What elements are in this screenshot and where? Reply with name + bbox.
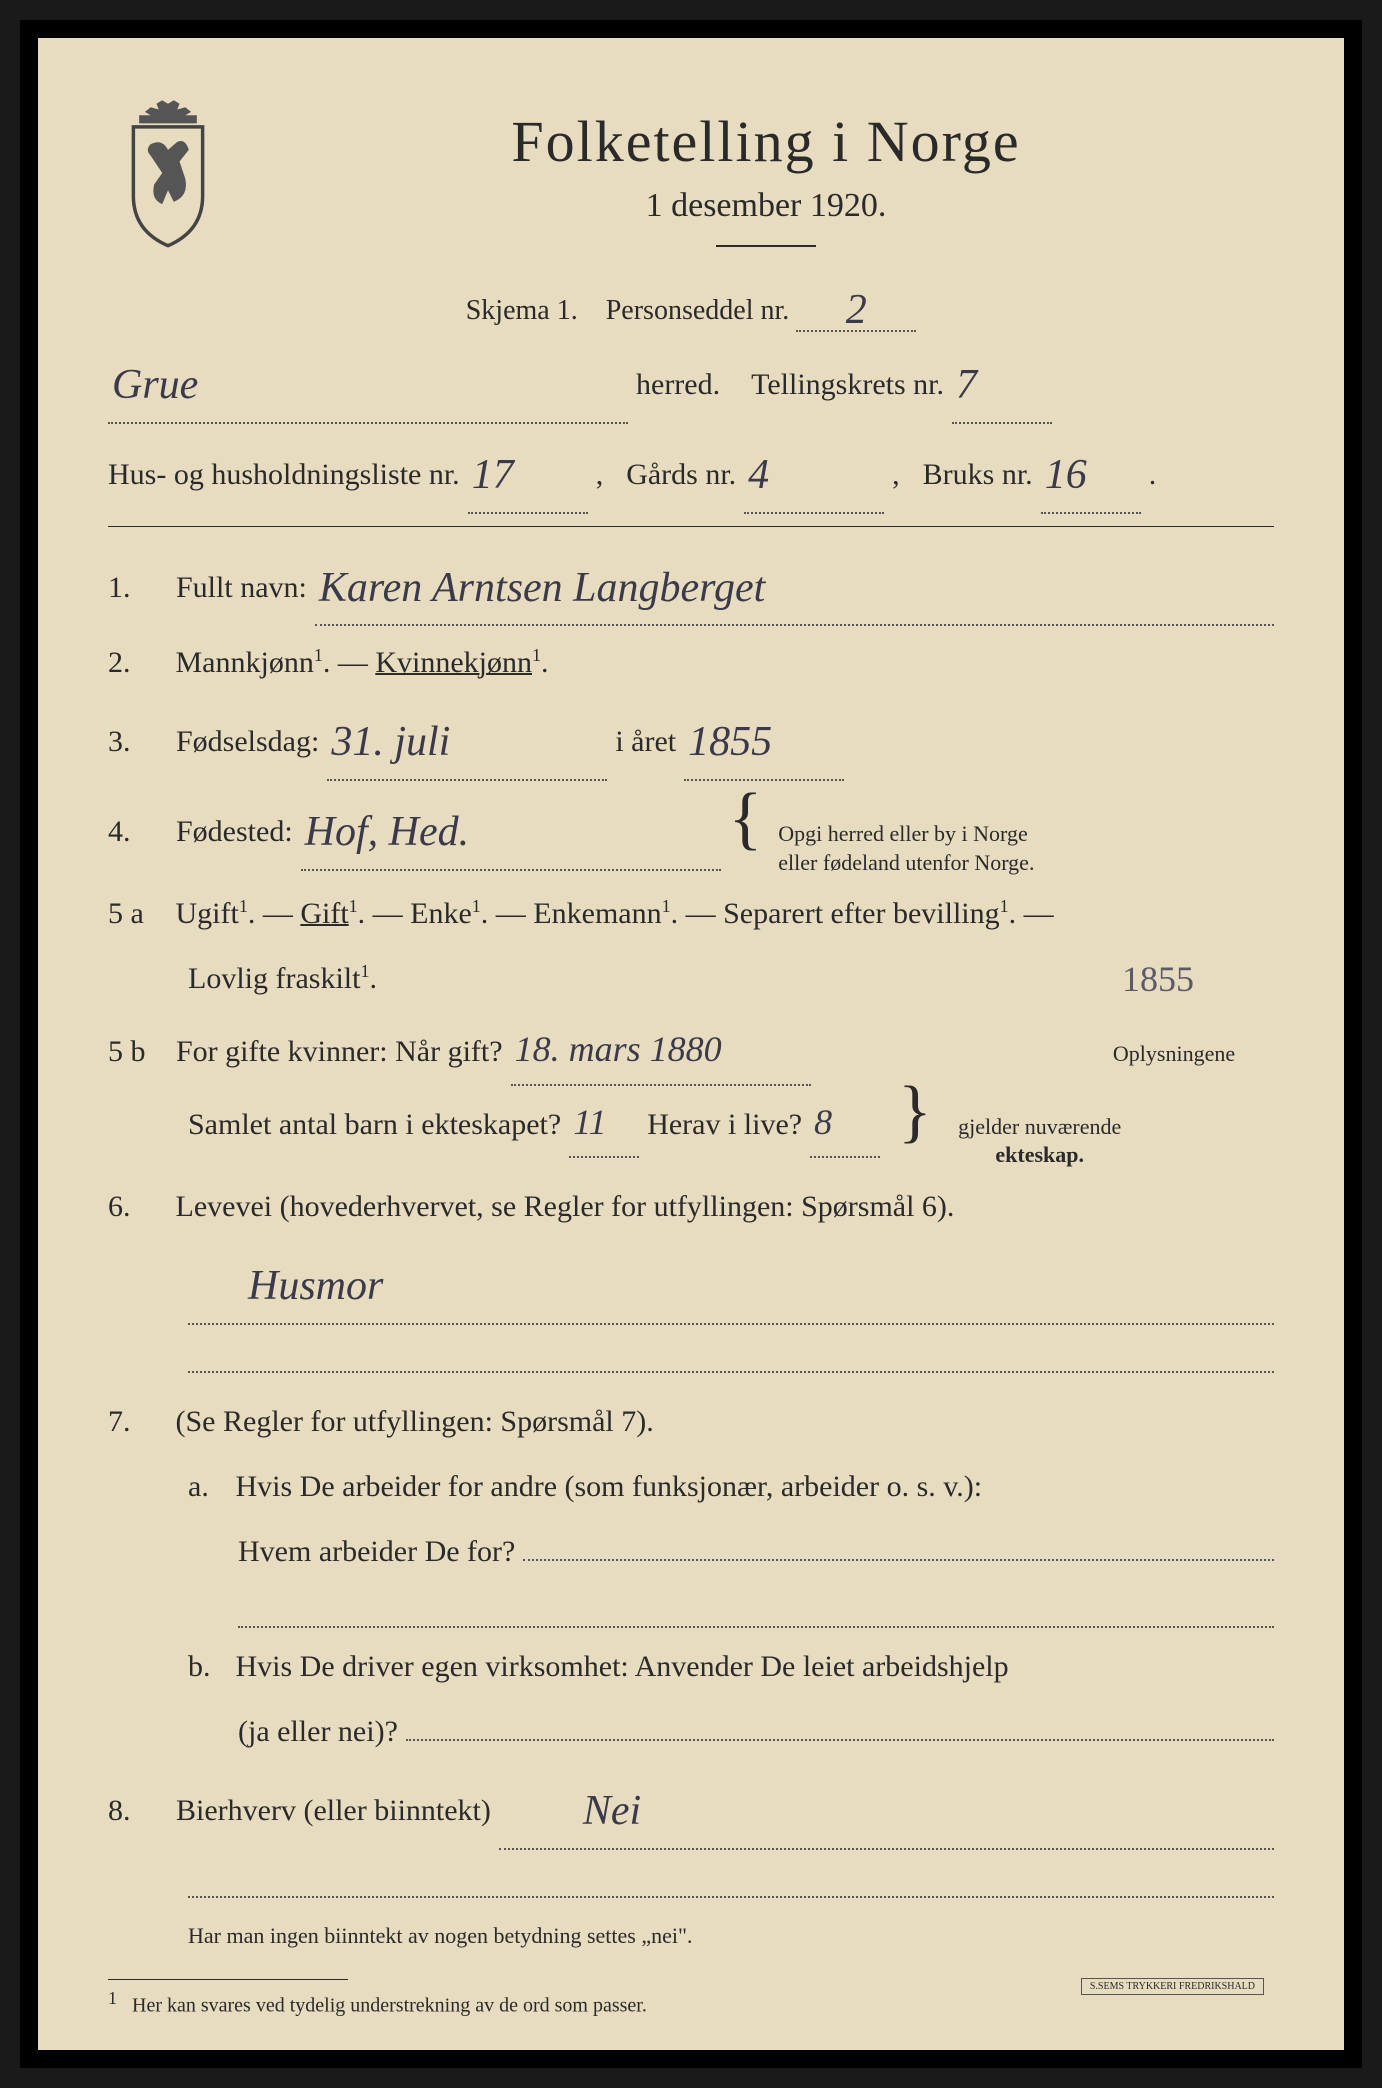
- q6-value: Husmor: [248, 1263, 383, 1309]
- q3: 3. Fødselsdag: 31. juli i året 1855: [108, 699, 1274, 781]
- title-rule: [716, 245, 816, 247]
- q7a: a. Hvis De arbeider for andre (som funks…: [108, 1458, 1274, 1515]
- q7a-line2: Hvem arbeider De for?: [108, 1523, 1274, 1580]
- husliste-line: Hus- og husholdningsliste nr. 17, Gårds …: [108, 432, 1274, 514]
- q3-year-label: i året: [615, 713, 676, 770]
- q7-num: 7.: [108, 1393, 168, 1450]
- coat-of-arms-icon: [108, 98, 228, 248]
- q6-num: 6.: [108, 1178, 168, 1235]
- q5a-enkemann: Enkemann: [533, 897, 661, 930]
- q5b-note: Oplysningene: [1074, 1040, 1274, 1069]
- q7a-blank: [238, 1588, 1274, 1628]
- q4: 4. Fødested: Hof, Hed. { Opgi herred ell…: [108, 789, 1274, 877]
- q5b-alive-label: Herav i live?: [647, 1096, 802, 1153]
- q8-blank: [188, 1858, 1274, 1898]
- q5a: 5 a Ugift1. — Gift1. — Enke1. — Enkemann…: [108, 885, 1274, 942]
- q5b-children-label: Samlet antal barn i ekteskapet?: [188, 1096, 561, 1153]
- q1-label: Fullt navn:: [176, 559, 307, 616]
- q7-label: (Se Regler for utfyllingen: Spørsmål 7).: [176, 1405, 654, 1438]
- q7: 7. (Se Regler for utfyllingen: Spørsmål …: [108, 1393, 1274, 1450]
- q5b-line1: 5 b For gifte kvinner: Når gift? 18. mar…: [108, 1015, 1274, 1085]
- q5b-line2: Samlet antal barn i ekteskapet? 11 Herav…: [108, 1088, 1274, 1170]
- q1: 1. Fullt navn: Karen Arntsen Langberget: [108, 545, 1274, 627]
- schema-label: Skjema 1.: [466, 295, 578, 326]
- q7b-num: b.: [188, 1638, 228, 1695]
- q5b-alive: 8: [814, 1102, 832, 1142]
- q3-num: 3.: [108, 713, 168, 770]
- q8-label: Bierhverv (eller biinntekt): [176, 1782, 491, 1839]
- herred-label: herred.: [636, 356, 720, 413]
- divider: [108, 526, 1274, 527]
- q6-label: Levevei (hovederhvervet, se Regler for u…: [176, 1190, 955, 1223]
- q3-label: Fødselsdag:: [176, 713, 319, 770]
- q1-value: Karen Arntsen Langberget: [319, 565, 765, 611]
- title-block: Folketelling i Norge 1 desember 1920.: [258, 98, 1274, 262]
- q5a-enke: Enke: [410, 897, 472, 930]
- q5b-children: 11: [573, 1102, 606, 1142]
- page-title: Folketelling i Norge: [258, 108, 1274, 175]
- q6-blank-line: [188, 1333, 1274, 1373]
- q7b: b. Hvis De driver egen virksomhet: Anven…: [108, 1638, 1274, 1695]
- q2-mann: Mannkjønn: [176, 646, 314, 679]
- q1-num: 1.: [108, 559, 168, 616]
- q7a-line1: Hvis De arbeider for andre (som funksjon…: [236, 1470, 983, 1503]
- q5a-ugift: Ugift: [176, 897, 239, 930]
- q5a-separert: Separert efter bevilling: [723, 897, 1000, 930]
- q4-value: Hof, Hed.: [305, 809, 469, 855]
- header: Folketelling i Norge 1 desember 1920.: [108, 98, 1274, 262]
- q5b-num: 5 b: [108, 1023, 168, 1080]
- q5a-gift: Gift: [300, 897, 348, 930]
- q8-value: Nei: [503, 1788, 641, 1834]
- q5b-note2: gjelder nuværende ekteskap.: [940, 1113, 1140, 1170]
- gards-label: Gårds nr.: [626, 446, 736, 503]
- husliste-nr: 17: [472, 452, 514, 498]
- husliste-label: Hus- og husholdningsliste nr.: [108, 446, 460, 503]
- page-subtitle: 1 desember 1920.: [258, 187, 1274, 225]
- printer-mark: S.SEMS TRYKKERI FREDRIKSHALD: [1081, 1978, 1264, 1995]
- bruks-nr: 16: [1045, 452, 1087, 498]
- margin-note-1855: 1855: [1122, 945, 1194, 1013]
- q5b-when: 18. mars 1880: [515, 1029, 722, 1069]
- tellingskrets-nr: 7: [956, 362, 977, 408]
- census-form-page: Folketelling i Norge 1 desember 1920. Sk…: [20, 20, 1362, 2068]
- q3-day: 31. juli: [331, 719, 450, 765]
- personseddel-label: Personseddel nr.: [606, 295, 790, 326]
- q2-num: 2.: [108, 634, 168, 691]
- q2: 2. Mannkjønn1. — Kvinnekjønn1.: [108, 634, 1274, 691]
- tellingskrets-label: Tellingskrets nr.: [751, 356, 944, 413]
- q6: 6. Levevei (hovederhvervet, se Regler fo…: [108, 1178, 1274, 1235]
- q7a-num: a.: [188, 1458, 228, 1515]
- gards-nr: 4: [748, 452, 769, 498]
- q8-num: 8.: [108, 1782, 168, 1839]
- q5a-line2: Lovlig fraskilt1. 1855: [108, 950, 1274, 1007]
- herred-value: Grue: [112, 362, 198, 408]
- q2-kvinne: Kvinnekjønn: [375, 646, 532, 679]
- q5a-num: 5 a: [108, 885, 168, 942]
- q4-label: Fødested:: [176, 803, 293, 860]
- q7b-line2: (ja eller nei)?: [108, 1703, 1274, 1760]
- herred-line: Grue herred. Tellingskrets nr. 7: [108, 342, 1274, 424]
- footnote-rule: [108, 1979, 348, 1980]
- q3-year: 1855: [688, 719, 772, 765]
- q4-note: Opgi herred eller by i Norge eller fødel…: [778, 820, 1034, 877]
- q8: 8. Bierhverv (eller biinntekt) Nei: [108, 1768, 1274, 1850]
- q5b-label: For gifte kvinner: Når gift?: [176, 1023, 503, 1080]
- personseddel-nr: 2: [846, 287, 867, 333]
- q7b-line1: Hvis De driver egen virksomhet: Anvender…: [236, 1650, 1009, 1683]
- q6-value-line: Husmor: [108, 1243, 1274, 1325]
- q4-num: 4.: [108, 803, 168, 860]
- footer-note: Har man ingen biinntekt av nogen betydni…: [108, 1923, 1274, 1949]
- schema-line: Skjema 1. Personseddel nr. 2: [108, 282, 1274, 332]
- bruks-label: Bruks nr.: [923, 446, 1033, 503]
